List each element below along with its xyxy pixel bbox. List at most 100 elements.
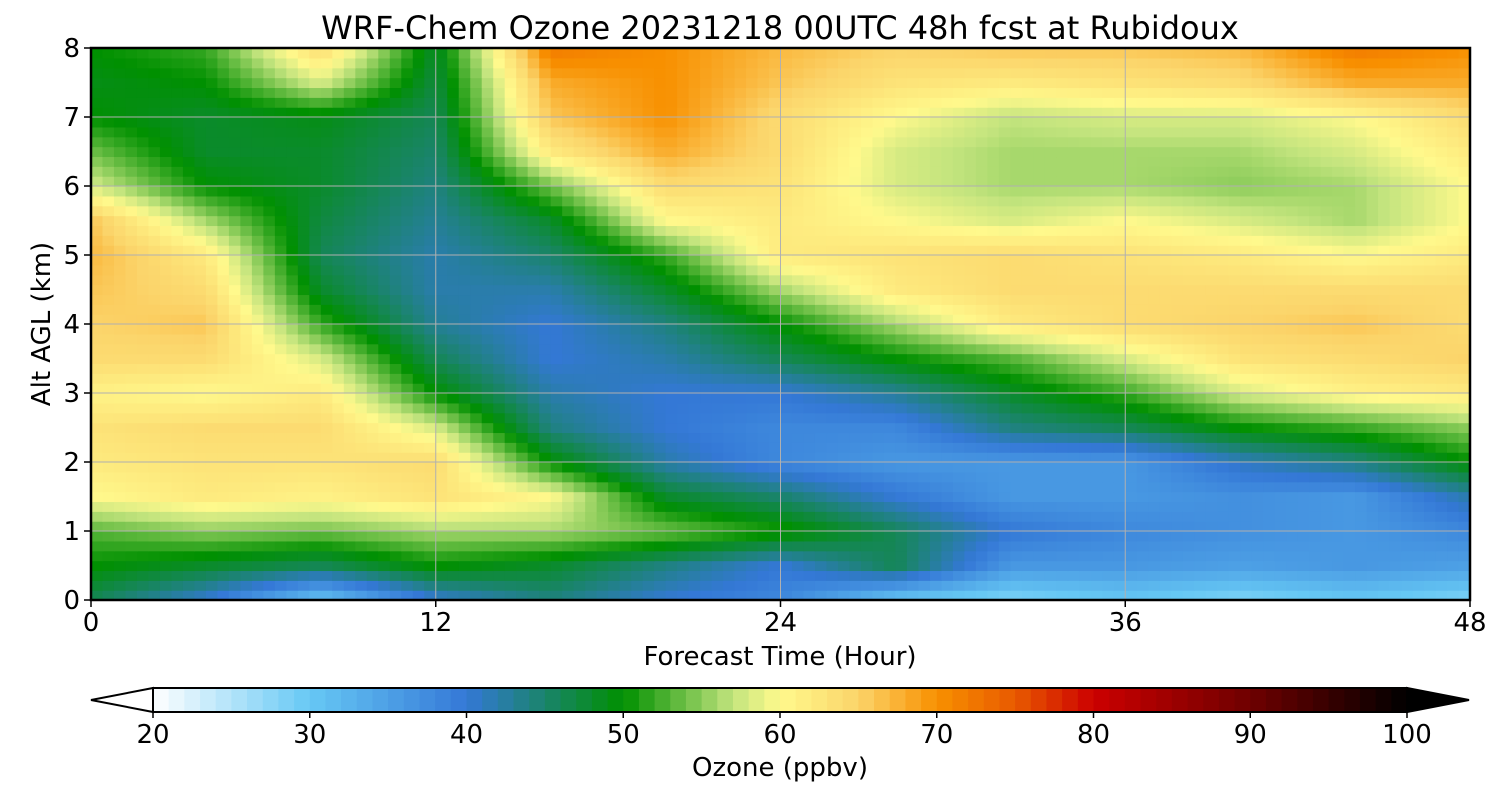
heatmap-cell (424, 511, 437, 522)
heatmap-cell (240, 195, 253, 207)
heatmap-cell (424, 225, 437, 236)
heatmap-cell (424, 215, 437, 227)
heatmap-cell (1366, 471, 1379, 483)
heatmap-cell (1067, 452, 1080, 463)
heatmap-cell (837, 304, 851, 315)
heatmap-cell (1159, 363, 1172, 374)
heatmap-cell (470, 294, 483, 305)
heatmap-cell (895, 284, 908, 296)
heatmap-cell (378, 353, 391, 365)
heatmap-cell (113, 255, 127, 266)
heatmap-cell (470, 511, 483, 522)
heatmap-cell (217, 215, 230, 227)
heatmap-cell (378, 235, 391, 246)
heatmap-cell (458, 225, 471, 236)
heatmap-cell (1401, 560, 1414, 572)
heatmap-cell (757, 205, 770, 217)
heatmap-cell (987, 294, 1000, 305)
heatmap-cell (286, 324, 299, 335)
heatmap-cell (1378, 324, 1391, 335)
heatmap-cell (631, 324, 644, 335)
heatmap-cell (814, 383, 828, 394)
heatmap-cell (171, 560, 184, 572)
heatmap-cell (1274, 294, 1287, 305)
heatmap-cell (837, 521, 851, 532)
heatmap-cell (1021, 471, 1034, 483)
heatmap-cell (1320, 501, 1333, 512)
heatmap-cell (102, 402, 115, 414)
heatmap-cell (1067, 422, 1080, 434)
heatmap-cell (113, 462, 127, 473)
heatmap-cell (1044, 501, 1057, 512)
heatmap-cell (1297, 462, 1310, 473)
heatmap-cell (883, 452, 897, 463)
heatmap-cell (619, 491, 632, 503)
heatmap-cell (906, 324, 919, 335)
heatmap-cell (975, 481, 988, 493)
heatmap-cell (562, 481, 575, 493)
heatmap-cell (585, 324, 598, 335)
heatmap-cell (263, 590, 276, 600)
heatmap-cell (665, 215, 678, 227)
heatmap-cell (1102, 353, 1115, 365)
heatmap-cell (343, 274, 356, 286)
heatmap-cell (769, 353, 782, 365)
heatmap-cell (952, 383, 965, 394)
heatmap-cell (1274, 471, 1287, 483)
heatmap-cell (228, 215, 241, 227)
heatmap-cell (320, 580, 333, 591)
heatmap-cell (493, 264, 506, 276)
heatmap-cell (596, 284, 609, 296)
heatmap-cell (1148, 255, 1161, 266)
heatmap-cell (1182, 294, 1195, 305)
heatmap-cell (677, 333, 690, 345)
heatmap-cell (136, 412, 150, 424)
heatmap-cell (987, 333, 1000, 345)
heatmap-cell (918, 343, 931, 355)
heatmap-cell (654, 580, 667, 591)
heatmap-cell (355, 422, 368, 434)
heatmap-cell (1286, 383, 1299, 394)
heatmap-cell (1228, 491, 1241, 503)
heatmap-cell (136, 471, 150, 483)
heatmap-cell (1401, 432, 1414, 443)
heatmap-cell (1401, 314, 1414, 325)
heatmap-cell (1090, 304, 1103, 315)
heatmap-cell (677, 343, 690, 355)
heatmap-cell (1389, 442, 1402, 453)
heatmap-cell (941, 521, 954, 532)
heatmap-cell (435, 274, 448, 286)
heatmap-cell (1044, 560, 1057, 572)
heatmap-cell (205, 531, 219, 542)
heatmap-cell (1033, 324, 1046, 335)
heatmap-cell (194, 225, 207, 236)
heatmap-cell (975, 195, 988, 207)
heatmap-cell (1355, 304, 1368, 315)
heatmap-cell (1378, 264, 1391, 276)
heatmap-cell (1320, 462, 1333, 473)
heatmap-cell (527, 215, 540, 227)
heatmap-cell (366, 452, 379, 463)
heatmap-cell (1401, 333, 1414, 345)
heatmap-cell (1435, 452, 1448, 463)
heatmap-cell (860, 294, 874, 305)
heatmap-cell (814, 353, 828, 365)
heatmap-cell (332, 314, 345, 325)
heatmap-cell (343, 195, 356, 207)
heatmap-cell (1182, 235, 1195, 246)
heatmap-cell (263, 363, 276, 374)
heatmap-cell (814, 432, 828, 443)
heatmap-cell (849, 333, 862, 345)
heatmap-cell (401, 245, 414, 256)
heatmap-cell (251, 580, 264, 591)
heatmap-cell (631, 471, 644, 483)
heatmap-cell (1297, 570, 1310, 581)
heatmap-cell (734, 383, 747, 394)
heatmap-cell (1217, 324, 1230, 335)
heatmap-cell (700, 432, 713, 443)
heatmap-cell (711, 294, 724, 305)
heatmap-cell (205, 521, 219, 532)
heatmap-cell (320, 324, 333, 335)
heatmap-cell (849, 294, 862, 305)
heatmap-cell (987, 471, 1000, 483)
